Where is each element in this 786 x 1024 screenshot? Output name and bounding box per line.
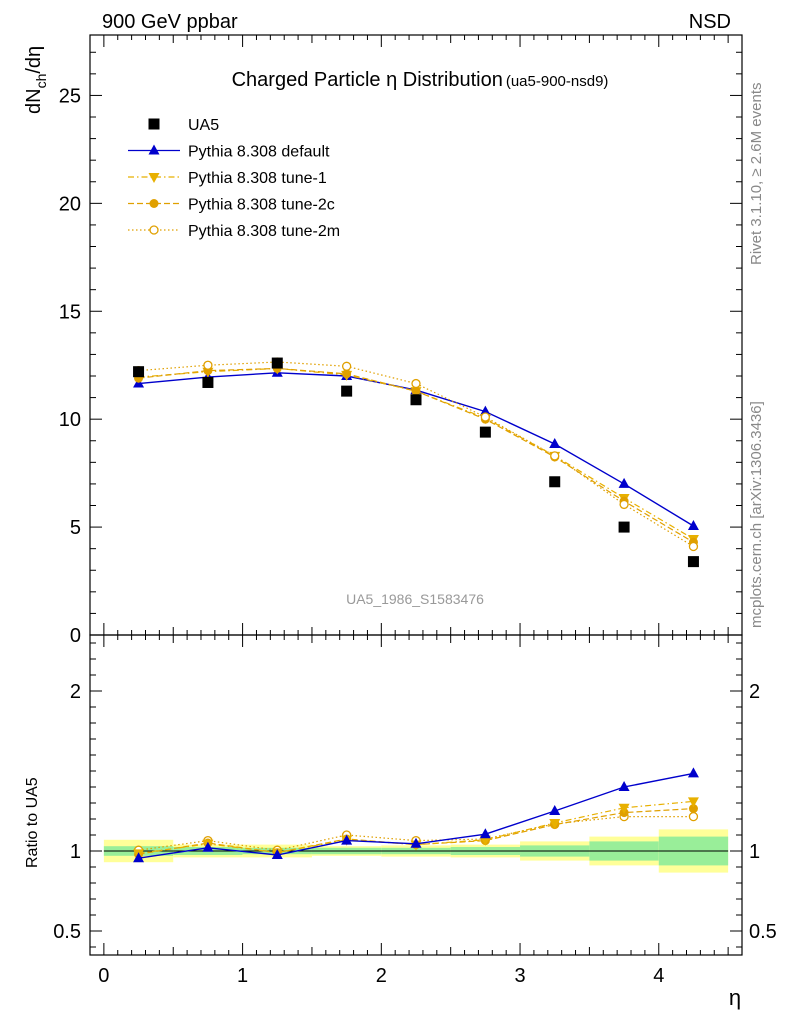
x-tick-label: 0 (98, 965, 109, 987)
main-y-tick-label: 5 (70, 517, 81, 539)
main-data-point (479, 405, 491, 416)
legend-item: Pythia 8.308 tune-2c (128, 197, 335, 214)
ratio-data-point (549, 819, 561, 829)
ratio-data-point (688, 804, 698, 814)
header-left-label: 900 GeV ppbar (102, 11, 238, 33)
legend-marker (148, 118, 160, 130)
legend: UA5 Pythia 8.308 default Pythia 8.308 tune… (128, 117, 340, 240)
x-tick-label: 4 (653, 965, 664, 987)
main-series-pythia-8-308-tune-2m (133, 357, 699, 552)
ratio-y-tick-label-left: 1 (70, 841, 81, 863)
main-data-point (687, 556, 699, 568)
main-data-point (341, 385, 353, 397)
ratio-data-point (687, 767, 699, 778)
main-y-tick-label: 20 (59, 193, 81, 215)
main-data-point (688, 541, 699, 552)
header-right-label: NSD (689, 11, 731, 33)
x-tick-label: 1 (237, 965, 248, 987)
main-watermark: UA5_1986_S1583476 (346, 591, 484, 607)
ratio-data-point (618, 803, 630, 814)
main-panel: UA5_1986_S1583476 Charged Particle η Dis… (23, 34, 743, 647)
ratio-y-tick-label-right: 1 (749, 841, 760, 863)
ratio-data-point (479, 828, 491, 839)
ratio-series (133, 767, 699, 863)
main-data-point (411, 386, 421, 396)
ratio-grid-ticks: 0 1 2 3 4 0.5 0.5 1 1 2 2 (53, 635, 777, 987)
ratio-data-point (133, 852, 145, 863)
legend-marker (148, 144, 160, 155)
main-data-point (549, 437, 561, 448)
ratio-y-tick-label-left: 0.5 (53, 921, 81, 943)
main-data-point (410, 394, 422, 406)
main-data-point (618, 477, 630, 488)
legend-label: Pythia 8.308 default (188, 144, 330, 161)
ratio-y-tick-label-right: 2 (749, 681, 760, 703)
main-data-point (549, 476, 561, 488)
ratio-data-point (687, 797, 699, 808)
legend-item: Pythia 8.308 tune-1 (128, 170, 327, 187)
ratio-y-tick-label-right: 0.5 (749, 921, 777, 943)
mcplots-label: mcplots.cern.ch [arXiv:1306.3436] (748, 401, 765, 628)
ratio-data-point (202, 841, 214, 852)
main-data-point (618, 521, 630, 533)
main-y-tick-label: 15 (59, 301, 81, 323)
main-data-point (479, 426, 491, 438)
main-y-tick-label: 10 (59, 409, 81, 431)
main-ylabel-main: dN (23, 88, 45, 114)
main-data-point (342, 369, 352, 379)
main-grid-ticks: 0 5 10 15 20 25 (59, 35, 742, 647)
legend-marker (149, 199, 159, 208)
main-data-point (550, 451, 560, 461)
main-y-tick-label: 0 (70, 625, 81, 647)
chart-subtitle: (ua5-900-nsd9) (506, 73, 609, 90)
legend-label: UA5 (188, 117, 219, 134)
legend-item: Pythia 8.308 default (128, 144, 330, 161)
ratio-data-point (410, 837, 422, 848)
ratio-data-point (479, 835, 491, 846)
main-data-point (687, 520, 699, 531)
ratio-frame (89, 634, 743, 956)
main-data-point (480, 412, 491, 422)
chart-title-main: Charged Particle η Distribution (232, 69, 503, 91)
x-axis-label: η (729, 985, 741, 1010)
main-data-point (203, 360, 213, 370)
main-data-point (202, 376, 214, 388)
main-ylabel: dNch/dη (23, 46, 49, 114)
main-series-line (138, 361, 694, 548)
main-ylabel-tail: /dη (23, 46, 45, 74)
main-data-point (133, 366, 145, 378)
legend-label: Pythia 8.308 tune-2c (188, 197, 335, 214)
rivet-label: Rivet 3.1.10, ≥ 2.6M events (748, 83, 765, 266)
main-series (133, 357, 699, 568)
x-tick-label: 3 (514, 965, 525, 987)
chart-title: Charged Particle η Distribution (ua5-900-… (232, 69, 609, 91)
ratio-data-point (341, 834, 353, 845)
main-ylabel-sub: ch (33, 74, 49, 89)
main-series-ua5 (133, 357, 699, 568)
ratio-data-point (688, 811, 699, 822)
ratio-data-point (618, 781, 630, 791)
legend-marker (149, 225, 159, 235)
main-series-pythia-8-308-tune-2c (134, 363, 698, 547)
main-data-point (619, 499, 629, 510)
legend-item: UA5 (148, 117, 219, 134)
ratio-series-pythia-8-308-default (133, 767, 699, 863)
legend-label: Pythia 8.308 tune-1 (188, 170, 327, 187)
main-y-tick-label: 25 (59, 85, 81, 107)
legend-item: Pythia 8.308 tune-2m (128, 223, 340, 240)
legend-marker (148, 173, 160, 183)
x-tick-label: 2 (376, 965, 387, 987)
ratio-ylabel: Ratio to UA5 (24, 777, 41, 868)
ratio-data-point (549, 805, 561, 815)
ratio-data-point (271, 849, 283, 859)
ratio-panel: 0 1 2 3 4 0.5 0.5 1 1 2 2 Ratio to UA5 η (24, 634, 777, 1010)
legend-label: Pythia 8.308 tune-2m (188, 223, 340, 240)
main-data-point (341, 361, 352, 371)
main-data-point (271, 357, 283, 369)
ratio-y-tick-label-left: 2 (70, 681, 81, 703)
main-data-point (411, 378, 421, 389)
